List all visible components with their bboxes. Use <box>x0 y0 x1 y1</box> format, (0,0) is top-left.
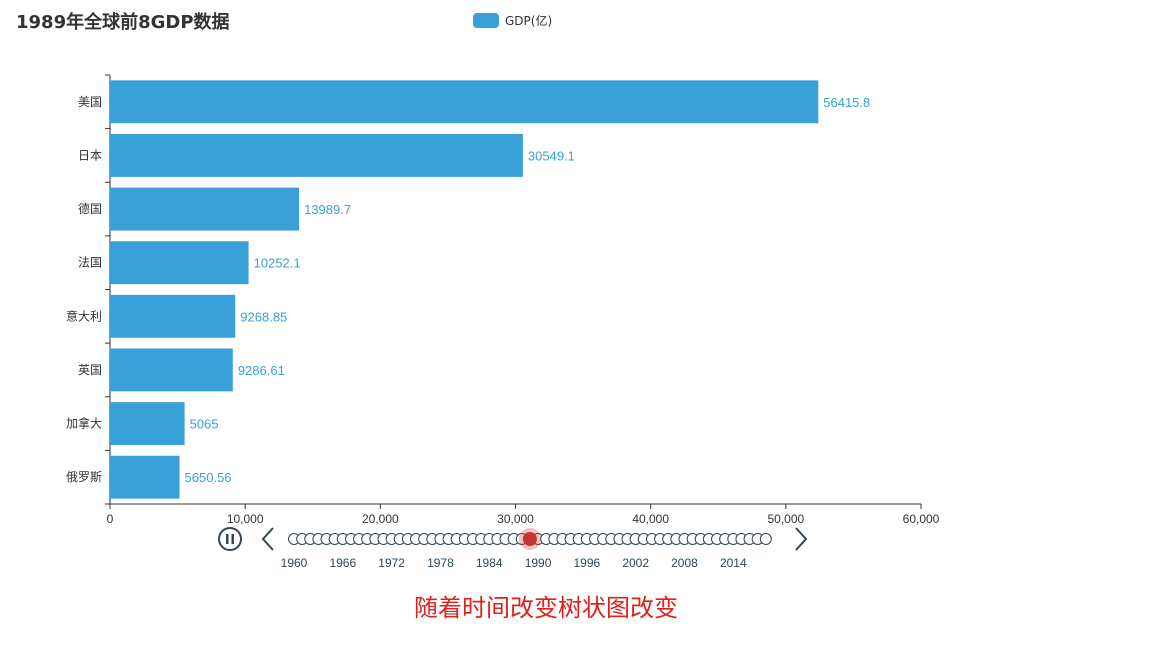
data-label: 5650.56 <box>185 470 232 485</box>
pause-icon <box>226 534 229 544</box>
bar[interactable] <box>110 80 819 124</box>
chart-title: 1989年全球前8GDP数据 <box>16 12 230 33</box>
caption-text: 随着时间改变树状图改变 <box>414 594 678 622</box>
timeline-year-label[interactable]: 1990 <box>525 556 552 570</box>
x-tick-label: 0 <box>107 512 114 526</box>
bar[interactable] <box>110 402 185 446</box>
data-label: 9268.85 <box>240 309 287 324</box>
legend-label: GDP(亿) <box>505 13 553 28</box>
timeline-year-label[interactable]: 2014 <box>720 556 747 570</box>
pause-icon <box>231 534 234 544</box>
timeline-year-label[interactable]: 1972 <box>378 556 405 570</box>
timeline-year-label[interactable]: 1978 <box>427 556 454 570</box>
timeline-year-label[interactable]: 2002 <box>622 556 649 570</box>
category-label: 英国 <box>78 363 102 377</box>
pause-button[interactable] <box>218 527 242 551</box>
bar[interactable] <box>110 241 249 285</box>
x-tick-label: 30,000 <box>497 512 534 526</box>
x-tick-label: 40,000 <box>632 512 669 526</box>
timeline-selected-dot[interactable] <box>522 532 537 546</box>
x-tick-label: 10,000 <box>227 512 264 526</box>
legend-swatch <box>473 12 499 28</box>
x-tick-label: 20,000 <box>362 512 399 526</box>
category-label: 加拿大 <box>66 416 102 431</box>
bar[interactable] <box>110 455 180 499</box>
bar[interactable] <box>110 348 233 392</box>
timeline-year-label[interactable]: 2008 <box>671 556 698 570</box>
x-tick-label: 50,000 <box>767 512 804 526</box>
timeline-year-label[interactable]: 1960 <box>281 556 308 570</box>
data-label: 56415.8 <box>823 95 870 110</box>
category-label: 法国 <box>78 256 102 270</box>
chevron-left-icon[interactable] <box>261 527 274 551</box>
category-label: 日本 <box>78 148 102 162</box>
bar[interactable] <box>110 187 300 231</box>
category-label: 俄罗斯 <box>66 470 102 484</box>
bar[interactable] <box>110 133 523 177</box>
data-label: 9286.61 <box>238 363 285 378</box>
timeline-year-label[interactable]: 1966 <box>329 556 356 570</box>
data-label: 5065 <box>190 417 219 432</box>
timeline-year-label[interactable]: 1996 <box>574 556 601 570</box>
timeline-year-label[interactable]: 1984 <box>476 556 503 570</box>
timeline-dot[interactable] <box>759 533 772 545</box>
x-tick-label: 60,000 <box>903 512 940 526</box>
legend-item[interactable]: GDP(亿) <box>473 12 552 28</box>
data-label: 10252.1 <box>254 256 301 271</box>
category-label: 美国 <box>78 95 102 109</box>
bar[interactable] <box>110 294 236 338</box>
data-label: 30549.1 <box>528 148 575 163</box>
category-label: 意大利 <box>66 308 102 323</box>
category-label: 德国 <box>78 201 102 216</box>
chevron-right-icon[interactable] <box>795 527 808 551</box>
data-label: 13989.7 <box>304 202 351 217</box>
